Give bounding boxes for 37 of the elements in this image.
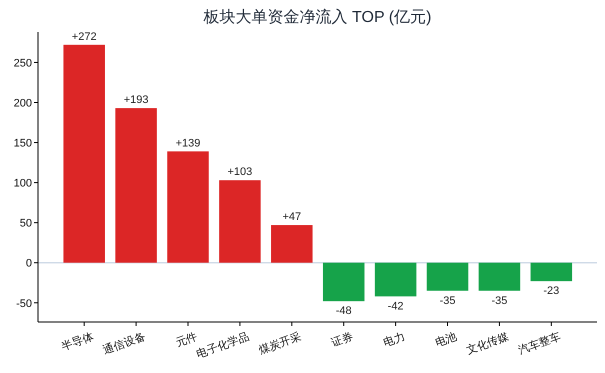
data-label: +139 [176,137,200,150]
y-tick-label: 250 [14,57,32,70]
data-label: -42 [388,300,404,312]
data-label: -35 [491,294,508,307]
data-label: -35 [440,294,456,307]
x-tick-label: 电力 [382,330,407,350]
x-tick-label: 文化传媒 [464,330,510,357]
bar [167,151,209,263]
bar [63,44,105,263]
bar [478,262,520,291]
x-tick-label: 煤炭开采 [257,330,303,357]
bar [426,262,468,291]
x-tick-label: 汽车整车 [516,330,562,357]
bar [271,225,313,263]
bar [374,262,416,296]
chart-title: 板块大单资金净流入 TOP (亿元) [202,8,432,26]
y-tick-label: 0 [26,258,32,270]
y-tick-label: 200 [14,97,32,110]
data-label: -48 [336,305,352,318]
x-tick-label: 通信设备 [101,330,148,357]
bar [115,108,157,263]
y-tick-label: -50 [16,298,32,310]
data-label: +47 [282,211,302,224]
data-label: +272 [72,30,97,43]
y-tick-label: 50 [20,218,32,230]
data-label: -23 [543,285,560,298]
data-label: +193 [124,94,148,106]
bar [219,180,261,263]
x-tick-label: 元件 [174,330,200,350]
x-tick-label: 半导体 [60,330,96,354]
y-tick-label: 100 [14,178,32,190]
data-label: +103 [228,166,252,178]
x-tick-label: 证券 [330,330,355,350]
y-tick-label: 150 [14,138,32,150]
x-tick-label: 电池 [433,330,459,350]
bar [322,262,364,302]
bar [530,262,572,282]
